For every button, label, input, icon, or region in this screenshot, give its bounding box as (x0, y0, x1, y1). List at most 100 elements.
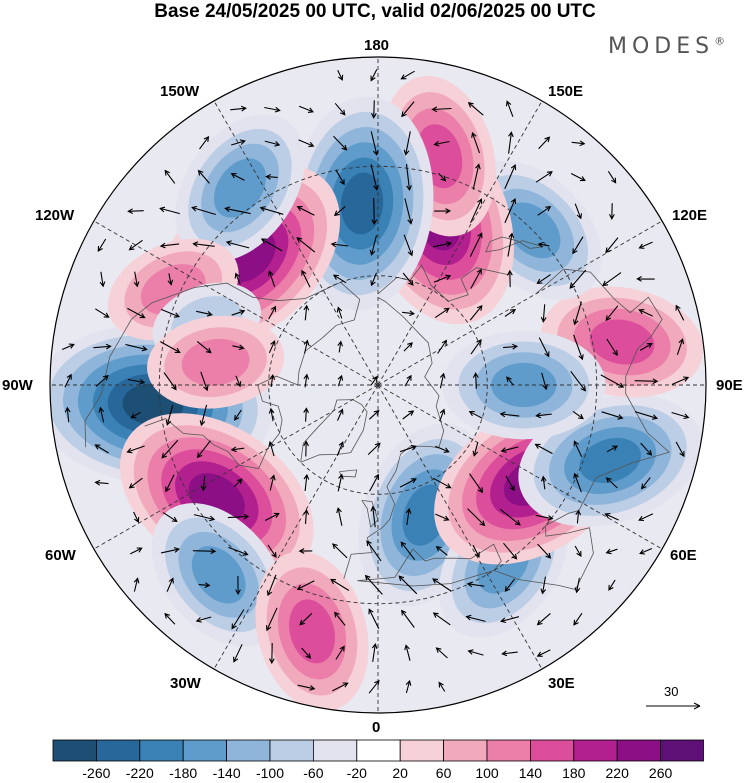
wind-arrow (500, 446, 519, 453)
wind-arrow (399, 444, 417, 453)
wind-arrow (296, 237, 316, 253)
wind-arrow (432, 241, 453, 248)
wind-arrow (601, 411, 624, 420)
wind-arrow (264, 512, 280, 521)
wind-arrow (330, 241, 349, 248)
wind-arrow (506, 376, 514, 386)
wind-arrow (400, 70, 415, 80)
wind-arrow (191, 205, 216, 216)
wind-arrow (303, 339, 310, 354)
colorbar-tick-label: -180 (169, 765, 198, 781)
wind-arrow (127, 208, 144, 214)
colorbar-tick-label: 180 (562, 765, 586, 781)
wind-arrow (267, 544, 277, 558)
wind-arrow (469, 232, 483, 257)
wind-arrow (225, 240, 250, 249)
coastline (84, 281, 361, 448)
wind-arrow (433, 274, 452, 283)
coastline (485, 236, 543, 253)
wind-arrow (95, 374, 109, 387)
wind-arrow (400, 541, 416, 561)
wind-arrow (504, 578, 516, 593)
anomaly-contour (213, 158, 267, 218)
wind-arrow (334, 102, 346, 116)
meridian-line (377, 384, 663, 550)
wind-arrow (370, 272, 378, 287)
wind-arrow (402, 272, 414, 286)
colorbar-tick-label: -220 (125, 765, 154, 781)
wind-arrow (401, 609, 415, 628)
wind-arrow (130, 411, 141, 419)
brand-logo: MODES® (608, 34, 730, 59)
wind-arrow (366, 540, 382, 562)
wind-arrow (605, 305, 619, 322)
wind-arrow (367, 442, 381, 455)
wind-arrow (260, 238, 283, 252)
wind-arrow (231, 609, 245, 630)
wind-arrow (634, 411, 659, 420)
wind-arrow (609, 203, 615, 220)
wind-arrow (337, 374, 344, 387)
wind-arrow (439, 372, 446, 389)
wind-arrow (163, 372, 177, 391)
wind-arrow (330, 578, 350, 591)
wind-arrow (164, 169, 176, 184)
wind-arrow (435, 513, 450, 521)
wind-arrow (268, 407, 275, 422)
wind-arrow (535, 514, 554, 521)
colorbar-swatch (616, 739, 662, 762)
meridian-line (377, 220, 663, 386)
wind-arrow (94, 444, 109, 454)
wind-arrow (540, 304, 547, 323)
wind-arrow (332, 682, 349, 692)
wind-arrow (230, 446, 245, 453)
wind-arrow (402, 310, 416, 317)
wind-arrow (133, 577, 140, 592)
wind-arrow (572, 236, 584, 255)
lon-label-180: 180 (364, 37, 390, 54)
wind-arrow (540, 475, 547, 490)
wind-arrow (297, 684, 316, 691)
wind-arrow (337, 473, 344, 492)
reference-vector-arrow (646, 702, 701, 710)
colorbar-swatch (529, 739, 575, 762)
meridian-line (377, 100, 543, 386)
wind-arrow (231, 309, 246, 316)
wind-arrow (537, 206, 552, 216)
wind-arrow (160, 308, 180, 318)
wind-arrow (200, 475, 207, 492)
wind-arrow (167, 273, 174, 286)
wind-arrow (503, 343, 519, 350)
wind-arrow (471, 131, 481, 154)
wind-arrow (501, 650, 518, 657)
anomaly-center (442, 330, 606, 440)
wind-arrow (303, 407, 309, 422)
wind-arrow (505, 475, 515, 492)
wind-arrow (332, 274, 347, 284)
wind-arrow (370, 505, 377, 528)
wind-arrow (364, 574, 383, 595)
wind-arrow (230, 173, 245, 181)
colorbar-tick-label: 20 (392, 765, 408, 781)
wind-arrow (336, 507, 343, 526)
wind-arrow (574, 577, 581, 594)
colorbar-swatch (182, 739, 227, 762)
wind-arrow (196, 340, 212, 354)
wind-arrow (299, 612, 313, 626)
wind-arrow (268, 305, 277, 320)
wind-arrow (605, 237, 619, 254)
wind-arrow (606, 445, 618, 453)
lon-label-30e: 30E (548, 675, 575, 692)
map-border (49, 56, 707, 714)
lon-label-60w: 60W (45, 547, 76, 564)
wind-arrow (434, 307, 450, 319)
wind-arrow (570, 370, 586, 392)
wind-arrow (370, 375, 378, 386)
wind-arrow (467, 102, 484, 116)
lon-label-30w: 30W (170, 675, 201, 692)
wind-arrow (301, 647, 312, 659)
wind-arrow (336, 408, 344, 421)
wind-arrow (398, 575, 418, 595)
colorbar-tick-label: -100 (255, 765, 285, 781)
wind-arrow (93, 343, 112, 350)
